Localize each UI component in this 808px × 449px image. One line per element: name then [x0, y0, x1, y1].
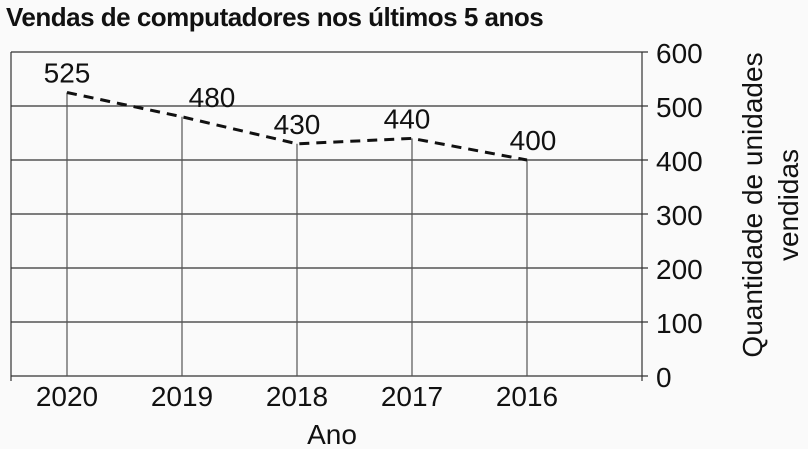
chart-title: Vendas de computadores nos últimos 5 ano… [6, 2, 544, 32]
x-axis-label: Ano [307, 419, 357, 449]
data-label: 440 [384, 103, 431, 134]
data-label: 525 [44, 58, 91, 89]
x-tick-label: 2018 [266, 381, 328, 412]
x-tick-label: 2020 [36, 381, 98, 412]
y-tick-label: 500 [656, 92, 703, 123]
y-tick-label: 300 [656, 200, 703, 231]
y-tick-label: 600 [656, 38, 703, 69]
y-tick-label: 0 [656, 362, 672, 393]
y-tick-label: 200 [656, 254, 703, 285]
data-label: 400 [510, 125, 557, 156]
y-axis-label-line1: Quantidade de unidades [737, 52, 768, 357]
data-label: 430 [274, 109, 321, 140]
x-tick-label: 2016 [496, 381, 558, 412]
data-label: 480 [189, 82, 236, 113]
x-tick-label: 2017 [381, 381, 443, 412]
y-tick-label: 400 [656, 146, 703, 177]
x-tick-label: 2019 [151, 381, 213, 412]
y-tick-label: 100 [656, 308, 703, 339]
y-axis-label-line2: vendidas [773, 149, 804, 261]
